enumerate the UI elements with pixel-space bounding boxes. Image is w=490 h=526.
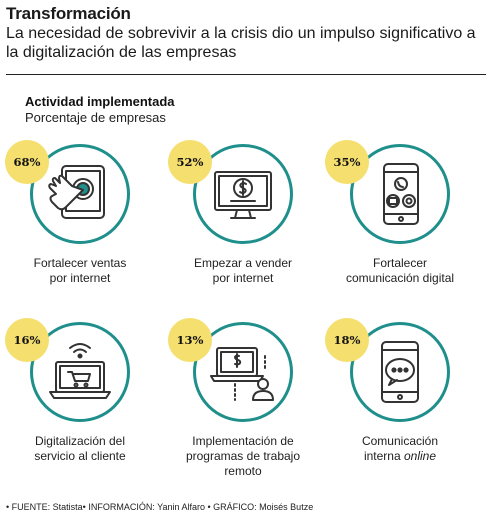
remote-work-icon	[205, 334, 281, 410]
category-label: Fortalecer comunicación digital	[345, 256, 455, 285]
laptop-cart-icon	[42, 334, 118, 410]
stat-card-interna: 18% Comunicación interna online	[325, 318, 475, 498]
tablet-touch-icon	[42, 156, 118, 232]
category-label: Digitalización del servicio al cliente	[34, 434, 126, 463]
stat-card-empezar: 52% Empezar a vender por internet	[168, 140, 318, 320]
section-heading: Actividad implementada	[25, 94, 175, 109]
percentage-badge: 16%	[5, 318, 49, 362]
percentage-badge: 68%	[5, 140, 49, 184]
percentage-badge: 13%	[168, 318, 212, 362]
monitor-dollar-icon	[205, 156, 281, 232]
stat-card-ventas: 68% Fortalecer ventas por internet	[5, 140, 155, 320]
page-title: Transformación	[6, 4, 131, 23]
percentage-badge: 52%	[168, 140, 212, 184]
category-label-main: Comunicación interna	[361, 434, 439, 463]
category-label: Comunicación interna online	[325, 434, 475, 464]
stat-card-servicio: 16% Digitalización del servicio al clien…	[5, 318, 155, 498]
stat-card-comunicacion: 35% Fortalecer comunicación digital	[325, 140, 475, 320]
section-subheading: Porcentaje de empresas	[25, 110, 166, 125]
category-label: Empezar a vender por internet	[193, 256, 293, 285]
category-label: Implementación de programas de trabajo r…	[185, 434, 301, 478]
stat-card-remoto: 13% Implementación de programas de traba…	[168, 318, 318, 498]
phone-contacts-icon	[362, 156, 438, 232]
page-subtitle: La necesidad de sobrevivir a la crisis d…	[6, 25, 476, 61]
category-label: Fortalecer ventas por internet	[33, 256, 127, 285]
category-label-italic: online	[404, 449, 437, 463]
percentage-badge: 35%	[325, 140, 369, 184]
divider	[6, 74, 486, 75]
source-footer: • FUENTE: Statista• INFORMACIÓN: Yanin A…	[6, 502, 314, 512]
percentage-badge: 18%	[325, 318, 369, 362]
phone-chat-icon	[362, 334, 438, 410]
